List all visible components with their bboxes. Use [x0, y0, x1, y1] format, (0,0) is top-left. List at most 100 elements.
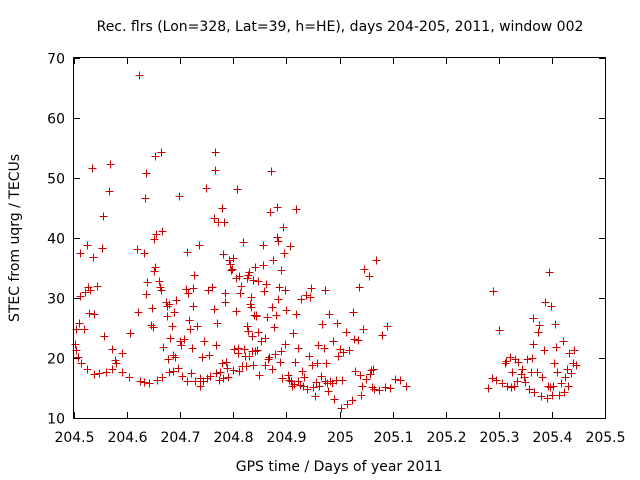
data-point — [523, 355, 532, 364]
data-point — [260, 287, 269, 296]
data-point — [219, 374, 228, 383]
data-point — [530, 388, 539, 397]
data-point — [126, 329, 135, 338]
data-point — [498, 379, 507, 388]
data-point — [495, 326, 504, 335]
data-point — [125, 373, 134, 382]
data-point — [159, 343, 168, 352]
data-point — [547, 302, 556, 311]
data-point — [281, 340, 290, 349]
data-point — [489, 287, 498, 296]
data-point — [76, 249, 85, 258]
data-point — [396, 376, 405, 385]
data-point — [322, 359, 331, 368]
data-point — [158, 227, 167, 236]
data-point — [157, 148, 166, 157]
data-point — [118, 349, 127, 358]
data-point — [169, 351, 178, 360]
data-point — [261, 361, 270, 370]
y-tick-label: 30 — [47, 292, 65, 308]
data-point — [278, 374, 287, 383]
data-point — [291, 358, 300, 367]
data-point — [206, 372, 215, 381]
data-point — [279, 223, 288, 232]
data-point — [263, 313, 272, 322]
data-point — [351, 367, 360, 376]
data-point — [510, 382, 519, 391]
data-point — [264, 355, 273, 364]
data-point — [193, 322, 202, 331]
data-point — [135, 71, 144, 80]
data-point — [86, 286, 95, 295]
data-point — [528, 354, 537, 363]
data-point — [372, 256, 381, 265]
data-point — [211, 166, 220, 175]
data-point — [367, 366, 376, 375]
data-point — [342, 328, 351, 337]
data-point — [225, 256, 234, 265]
data-point — [348, 396, 357, 405]
data-point — [222, 358, 231, 367]
data-point — [300, 373, 309, 382]
data-point — [358, 382, 367, 391]
data-point — [354, 336, 363, 345]
data-point — [266, 208, 275, 217]
data-point — [178, 372, 187, 381]
data-point — [185, 316, 194, 325]
data-point — [259, 241, 268, 250]
data-point — [262, 280, 271, 289]
data-point — [210, 214, 219, 223]
data-point — [275, 283, 284, 292]
data-point — [321, 286, 330, 295]
data-point — [529, 314, 538, 323]
data-point — [326, 377, 335, 386]
data-point — [249, 361, 258, 370]
data-point — [567, 369, 576, 378]
data-point — [171, 353, 180, 362]
data-point — [134, 308, 143, 317]
data-point — [537, 392, 546, 401]
data-point — [150, 235, 159, 244]
data-point — [488, 374, 497, 383]
data-point — [334, 352, 343, 361]
data-point — [145, 379, 154, 388]
data-point — [273, 203, 282, 212]
data-point — [402, 382, 411, 391]
data-point — [551, 320, 560, 329]
data-point — [529, 340, 538, 349]
data-point — [317, 372, 326, 381]
data-point — [277, 266, 286, 275]
data-point — [168, 322, 177, 331]
data-point — [506, 353, 515, 362]
data-point — [210, 305, 219, 314]
data-point — [313, 359, 322, 368]
data-point — [308, 361, 317, 370]
data-point — [294, 377, 303, 386]
data-point — [368, 383, 377, 392]
data-point — [237, 282, 246, 291]
plot-frame — [73, 57, 606, 419]
data-point — [343, 400, 352, 409]
data-point — [381, 383, 390, 392]
data-point — [95, 369, 104, 378]
data-point — [174, 364, 183, 373]
data-point — [284, 371, 293, 380]
data-point — [170, 308, 179, 317]
data-point — [175, 192, 184, 201]
data-point — [552, 343, 561, 352]
data-point — [232, 307, 241, 316]
data-point — [503, 382, 512, 391]
data-point — [245, 268, 254, 277]
data-point — [85, 309, 94, 318]
y-axis: 10 20 30 40 50 60 70 — [47, 52, 605, 428]
data-point — [196, 382, 205, 391]
data-point — [501, 359, 510, 368]
data-point — [563, 365, 572, 374]
data-point — [90, 370, 99, 379]
data-point — [325, 310, 334, 319]
data-point — [221, 298, 230, 307]
data-point — [245, 352, 254, 361]
data-point — [148, 304, 157, 313]
data-point — [268, 365, 277, 374]
x-tick-label: 205.5 — [585, 430, 625, 446]
